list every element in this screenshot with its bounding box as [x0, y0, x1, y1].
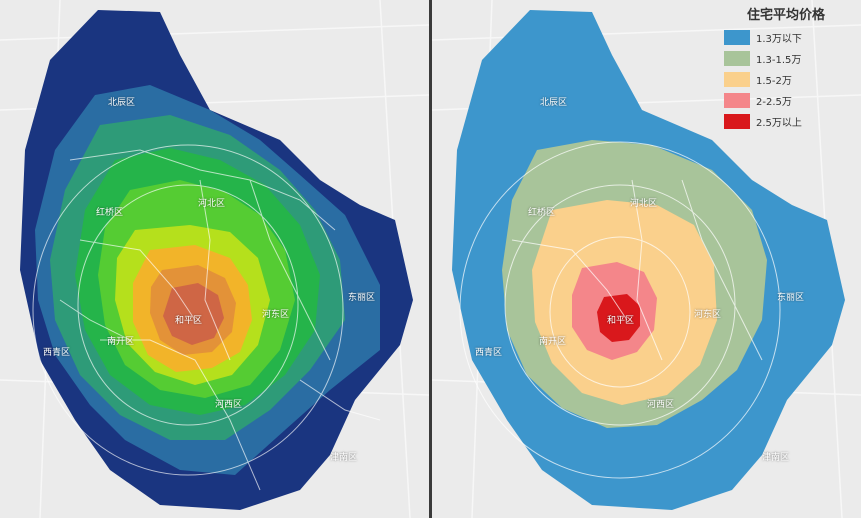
legend-label: 2.5万以上	[756, 118, 802, 129]
price-legend: 住宅平均价格 1.3万以下 1.3-1.5万 1.5-2万 2-2.5万 2.5…	[716, 4, 856, 132]
left-heat-zones	[20, 10, 413, 510]
legend-item: 2.5万以上	[716, 111, 856, 132]
left-label-beichen: 北辰区	[108, 98, 136, 108]
left-label-hedong: 河东区	[262, 310, 290, 320]
left-label-heping: 和平区	[175, 316, 203, 326]
right-label-nankai: 南开区	[539, 337, 567, 347]
legend-label: 2-2.5万	[756, 97, 792, 108]
left-label-hongqiao: 红桥区	[96, 208, 124, 218]
right-label-jinnan: 津南区	[762, 453, 790, 463]
right-choropleth-svg	[432, 0, 861, 518]
legend-swatch	[724, 30, 750, 45]
left-label-hebei: 河北区	[198, 199, 226, 209]
legend-item: 1.3万以下	[716, 27, 856, 48]
right-district-boundaries	[459, 141, 781, 479]
right-price-zones	[452, 10, 845, 510]
right-label-heping: 和平区	[607, 316, 635, 326]
right-label-hexi: 河西区	[647, 400, 675, 410]
left-map-panel[interactable]: 北辰区 红桥区 河北区 东丽区 和平区 河东区 南开区 西青区 河西区 津南区	[0, 0, 429, 518]
legend-title: 住宅平均价格	[746, 8, 825, 23]
right-label-hongqiao: 红桥区	[528, 208, 556, 218]
legend-swatch	[724, 72, 750, 87]
legend-label: 1.3-1.5万	[756, 55, 802, 66]
legend-swatch	[724, 93, 750, 108]
right-label-dongli: 东丽区	[777, 293, 805, 303]
legend-item: 1.3-1.5万	[716, 48, 856, 69]
left-district-boundaries	[32, 144, 381, 491]
legend-label: 1.3万以下	[756, 34, 802, 45]
legend-label: 1.5-2万	[756, 76, 792, 87]
right-label-beichen: 北辰区	[540, 98, 568, 108]
legend-item: 2-2.5万	[716, 90, 856, 111]
legend-item: 1.5-2万	[716, 69, 856, 90]
right-label-xiqing: 西青区	[475, 348, 503, 358]
left-heatmap-svg	[0, 0, 429, 518]
left-zone-9	[163, 283, 224, 345]
legend-swatch	[724, 114, 750, 129]
panel-divider	[429, 0, 432, 518]
left-label-hexi: 河西区	[215, 400, 243, 410]
left-label-xiqing: 西青区	[43, 348, 71, 358]
right-label-hebei: 河北区	[630, 199, 658, 209]
right-map-panel[interactable]: 北辰区 红桥区 河北区 东丽区 和平区 河东区 南开区 西青区 河西区 津南区 …	[432, 0, 861, 518]
left-label-jinnan: 津南区	[330, 453, 358, 463]
legend-swatch	[724, 51, 750, 66]
right-label-hedong: 河东区	[694, 310, 722, 320]
left-label-nankai: 南开区	[107, 337, 135, 347]
left-label-dongli: 东丽区	[348, 293, 376, 303]
right-zone-above-2.5	[597, 294, 640, 342]
